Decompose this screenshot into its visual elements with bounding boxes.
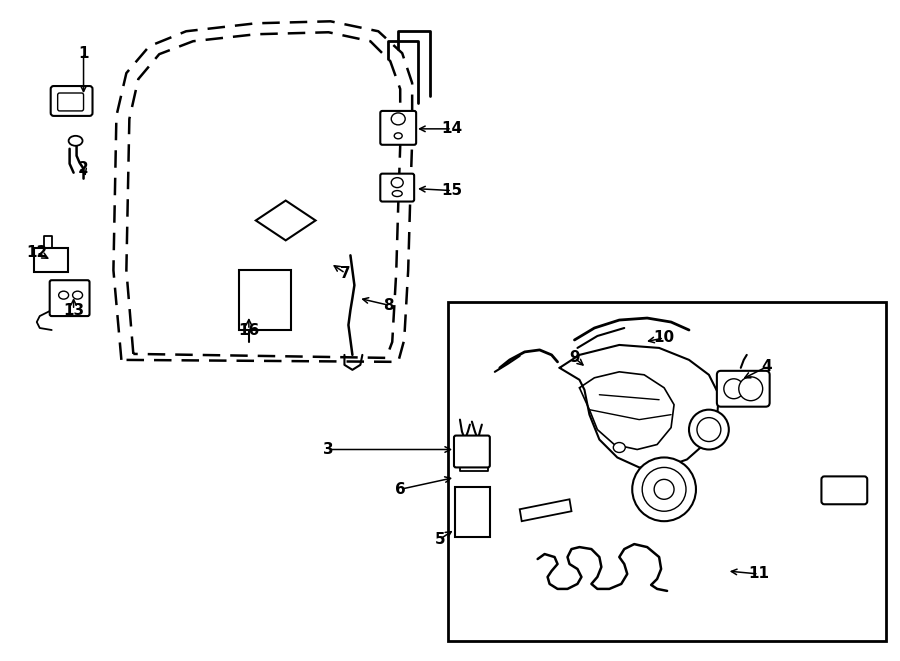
Bar (238, 270, 291, 330)
Circle shape (689, 410, 729, 449)
Ellipse shape (394, 133, 402, 139)
Circle shape (724, 379, 743, 399)
Text: 16: 16 (238, 323, 259, 338)
Text: 9: 9 (569, 350, 580, 366)
Bar (455, 487, 490, 537)
Text: 12: 12 (26, 245, 48, 260)
Text: 10: 10 (653, 330, 675, 346)
Text: 7: 7 (340, 266, 351, 281)
Polygon shape (519, 499, 572, 521)
FancyBboxPatch shape (50, 86, 93, 116)
FancyBboxPatch shape (381, 174, 414, 202)
Circle shape (643, 467, 686, 511)
Circle shape (739, 377, 762, 401)
Polygon shape (256, 200, 316, 241)
Text: 13: 13 (63, 303, 85, 317)
Circle shape (654, 479, 674, 499)
Ellipse shape (392, 178, 403, 188)
Text: 5: 5 (435, 531, 446, 547)
Ellipse shape (73, 291, 83, 299)
Bar (34, 249, 68, 272)
Circle shape (697, 418, 721, 442)
Text: 15: 15 (441, 183, 463, 198)
Bar (448, 302, 886, 641)
Text: 8: 8 (382, 297, 393, 313)
FancyBboxPatch shape (381, 111, 416, 145)
Text: 1: 1 (78, 46, 89, 61)
Ellipse shape (392, 190, 402, 196)
Ellipse shape (613, 442, 626, 453)
Text: 11: 11 (748, 566, 770, 582)
Text: 3: 3 (323, 442, 334, 457)
FancyBboxPatch shape (717, 371, 770, 407)
Text: 2: 2 (78, 161, 89, 176)
Text: 4: 4 (761, 360, 772, 374)
Ellipse shape (58, 291, 68, 299)
FancyBboxPatch shape (50, 280, 89, 316)
Ellipse shape (392, 113, 405, 125)
FancyBboxPatch shape (58, 93, 84, 111)
Ellipse shape (68, 136, 83, 146)
Text: 6: 6 (395, 482, 406, 497)
FancyBboxPatch shape (822, 477, 868, 504)
Text: 14: 14 (441, 122, 463, 136)
Circle shape (632, 457, 696, 521)
FancyBboxPatch shape (454, 436, 490, 467)
